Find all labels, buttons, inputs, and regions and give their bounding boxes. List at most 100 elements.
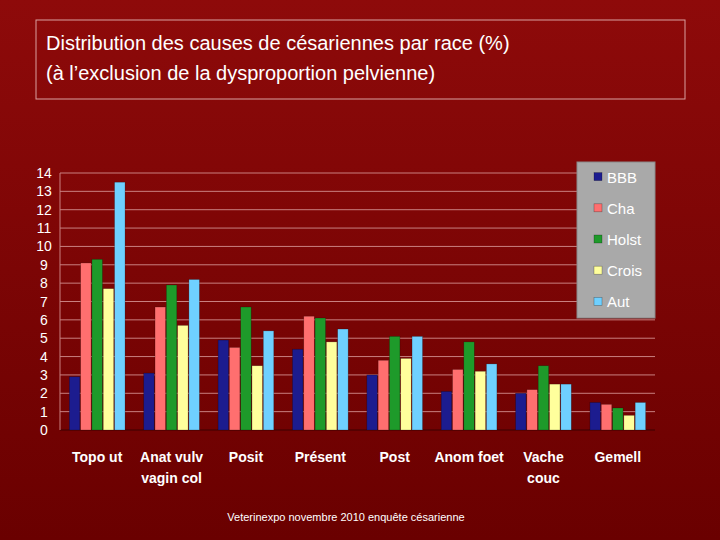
x-tick-line: Vache bbox=[523, 449, 564, 465]
bar bbox=[635, 402, 646, 430]
legend-label: BBB bbox=[607, 169, 637, 186]
grid-line bbox=[60, 228, 577, 229]
grid bbox=[60, 173, 655, 430]
bar bbox=[378, 360, 389, 430]
x-tick-line: Présent bbox=[295, 449, 347, 465]
bar bbox=[389, 336, 400, 430]
x-tick-line: Gemell bbox=[594, 449, 641, 465]
legend-swatch bbox=[594, 297, 602, 305]
bar bbox=[475, 371, 486, 430]
bar bbox=[166, 285, 177, 430]
grid-line bbox=[60, 209, 577, 210]
bar bbox=[218, 340, 229, 430]
legend-box bbox=[577, 162, 655, 318]
bar bbox=[401, 358, 412, 430]
x-tick-label: Anat vulv vagin col bbox=[140, 449, 203, 486]
bar bbox=[189, 279, 200, 430]
legend-swatch bbox=[594, 235, 602, 243]
y-tick-label: 11 bbox=[37, 220, 52, 236]
x-tick-line: Posit bbox=[229, 449, 264, 465]
bar bbox=[326, 342, 337, 430]
bar bbox=[486, 364, 497, 430]
y-tick-label: 10 bbox=[36, 238, 52, 254]
y-tick-label: 8 bbox=[40, 275, 48, 291]
y-tick-label: 5 bbox=[40, 330, 48, 346]
legend-label: Holst bbox=[607, 231, 642, 248]
bar bbox=[561, 384, 572, 430]
grid-line bbox=[60, 301, 577, 302]
grid-line bbox=[60, 191, 577, 192]
bar bbox=[304, 316, 315, 430]
bar bbox=[69, 377, 80, 430]
x-tick-label: Présent bbox=[295, 449, 347, 465]
grid-line bbox=[60, 356, 655, 357]
bar bbox=[464, 342, 475, 430]
x-tick-label: Anom foet bbox=[434, 449, 504, 465]
x-tick-line: Anom foet bbox=[434, 449, 504, 465]
grid-line bbox=[60, 246, 577, 247]
legend-label: Crois bbox=[607, 262, 642, 279]
x-tick-line: couc bbox=[527, 470, 560, 486]
subtitle: (à l’exclusion de la dysproportion pelvi… bbox=[46, 62, 435, 84]
bar bbox=[241, 307, 252, 430]
title: Distribution des causes de césariennes p… bbox=[46, 32, 510, 54]
bar bbox=[103, 289, 114, 430]
x-tick-line: vagin col bbox=[141, 470, 202, 486]
bar bbox=[590, 402, 601, 430]
x-tick-line: Post bbox=[380, 449, 411, 465]
bar bbox=[144, 373, 155, 430]
y-tick-label: 1 bbox=[40, 404, 48, 420]
y-axis bbox=[60, 173, 61, 430]
bar bbox=[252, 366, 262, 430]
bars bbox=[69, 182, 645, 430]
bar bbox=[81, 263, 92, 430]
bar bbox=[315, 318, 326, 430]
bar bbox=[453, 369, 464, 430]
x-tick-label: Posit bbox=[229, 449, 264, 465]
bar bbox=[155, 307, 166, 430]
grid-line bbox=[60, 319, 655, 320]
bar bbox=[367, 375, 378, 430]
bar bbox=[538, 366, 549, 430]
legend-swatch bbox=[594, 266, 602, 274]
bar bbox=[441, 391, 452, 430]
legend: BBB Cha Holst Crois Aut bbox=[577, 162, 655, 318]
title-box bbox=[36, 20, 685, 99]
y-tick-label: 3 bbox=[40, 367, 48, 383]
bar bbox=[178, 325, 189, 430]
x-tick-label: Gemell bbox=[594, 449, 641, 465]
x-tick-line: Topo ut bbox=[72, 449, 123, 465]
y-tick-label: 12 bbox=[36, 202, 52, 218]
bar bbox=[338, 329, 349, 430]
bar bbox=[92, 259, 103, 430]
chart: Distribution des causes de césariennes p… bbox=[0, 0, 720, 540]
bar bbox=[292, 349, 303, 430]
bar bbox=[613, 408, 624, 430]
y-tick-label: 7 bbox=[40, 294, 48, 310]
y-tick-label: 13 bbox=[36, 183, 52, 199]
grid-line bbox=[60, 338, 655, 339]
x-tick-label: Topo ut bbox=[72, 449, 123, 465]
bar bbox=[549, 384, 560, 430]
grid-line bbox=[60, 264, 577, 265]
legend-label: Aut bbox=[607, 293, 630, 310]
y-tick-label: 2 bbox=[40, 385, 48, 401]
bar bbox=[115, 182, 126, 430]
y-tick-label: 4 bbox=[40, 349, 48, 365]
x-tick-line: Anat vulv bbox=[140, 449, 203, 465]
bar bbox=[624, 415, 635, 430]
grid-line bbox=[60, 173, 577, 174]
legend-swatch bbox=[594, 173, 602, 181]
bar bbox=[527, 390, 538, 430]
bar bbox=[412, 336, 423, 430]
bar bbox=[516, 393, 527, 430]
legend-swatch bbox=[594, 204, 602, 212]
y-tick-label: 6 bbox=[40, 312, 48, 328]
grid-line bbox=[60, 283, 577, 284]
x-tick-label: Vache couc bbox=[523, 449, 564, 486]
annotation: Veterinexpo novembre 2010 enquête césari… bbox=[227, 511, 464, 523]
legend-label: Cha bbox=[607, 200, 635, 217]
bar bbox=[229, 347, 240, 430]
bar bbox=[601, 404, 612, 430]
y-tick-label: 0 bbox=[40, 422, 48, 438]
